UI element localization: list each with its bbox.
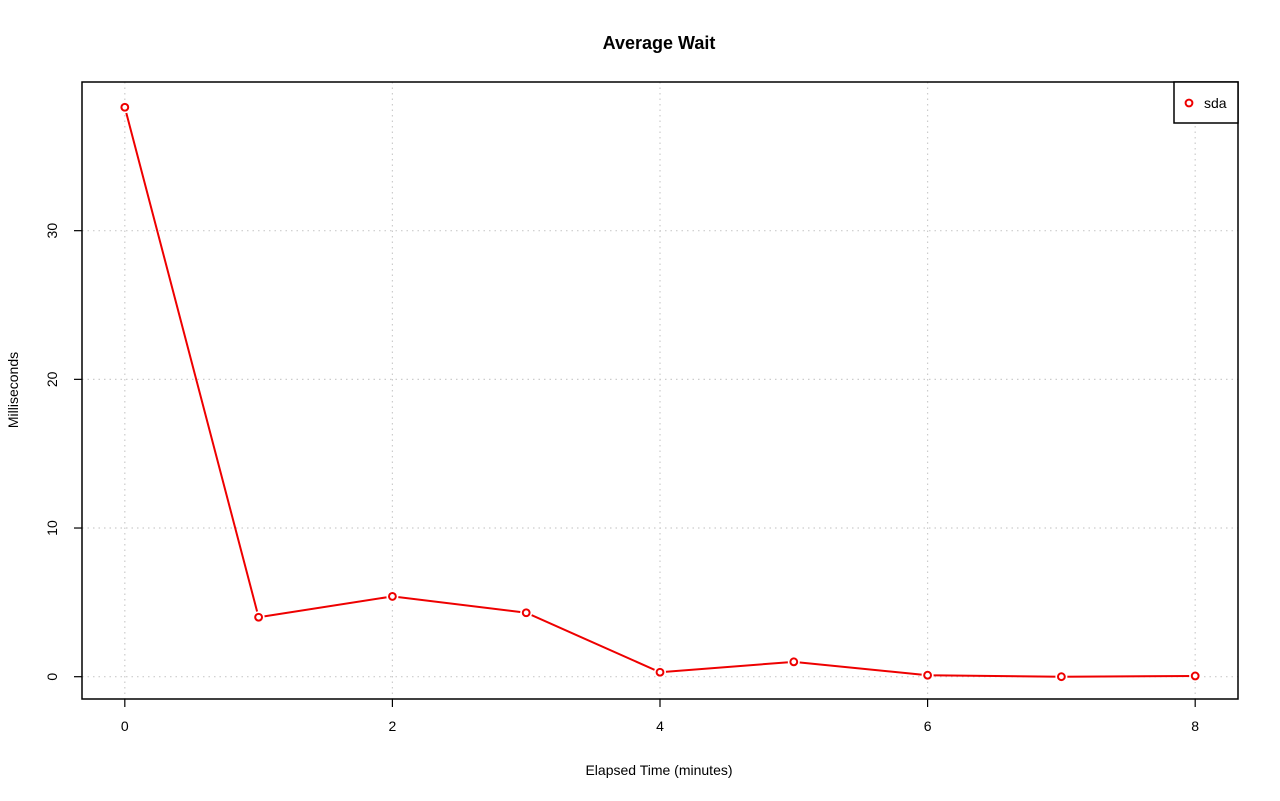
data-point — [1056, 672, 1066, 682]
data-point — [923, 670, 932, 680]
legend-marker — [1184, 98, 1194, 108]
y-tick-label: 0 — [44, 673, 60, 681]
data-point — [120, 102, 130, 112]
data-point — [789, 657, 799, 667]
legend-label: sda — [1204, 95, 1227, 111]
data-point — [254, 612, 264, 622]
y-tick-label: 20 — [44, 371, 60, 387]
x-tick-label: 6 — [924, 718, 932, 734]
x-axis: 0 2 4 6 8 — [121, 699, 1199, 734]
y-tick-label: 10 — [44, 520, 60, 536]
data-point — [655, 667, 665, 677]
x-tick-label: 8 — [1191, 718, 1199, 734]
x-tick-label: 4 — [656, 718, 664, 734]
chart-title: Average Wait — [603, 33, 716, 53]
y-tick-label: 30 — [44, 223, 60, 239]
x-axis-label: Elapsed Time (minutes) — [585, 762, 732, 778]
legend: sda — [1173, 81, 1239, 124]
y-axis-label: Milliseconds — [5, 352, 21, 428]
y-axis: 0 10 20 30 — [44, 223, 82, 681]
data-point — [521, 608, 531, 618]
x-tick-label: 0 — [121, 718, 129, 734]
data-point — [1190, 671, 1200, 681]
series-layer — [118, 101, 1202, 683]
data-point — [388, 592, 397, 601]
x-tick-label: 2 — [389, 718, 397, 734]
